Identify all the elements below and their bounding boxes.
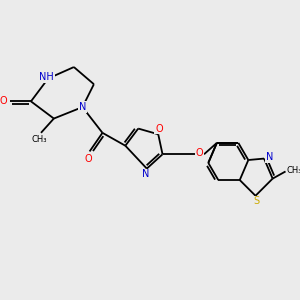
Text: CH₃: CH₃ [286,166,300,175]
Text: S: S [254,196,260,206]
Text: N: N [266,152,274,162]
Text: O: O [155,124,163,134]
Text: O: O [196,148,203,158]
Text: O: O [0,96,7,106]
Text: CH₃: CH₃ [32,136,47,145]
Text: N: N [79,102,86,112]
Text: O: O [84,154,92,164]
Text: NH: NH [39,72,54,82]
Text: N: N [142,169,149,179]
